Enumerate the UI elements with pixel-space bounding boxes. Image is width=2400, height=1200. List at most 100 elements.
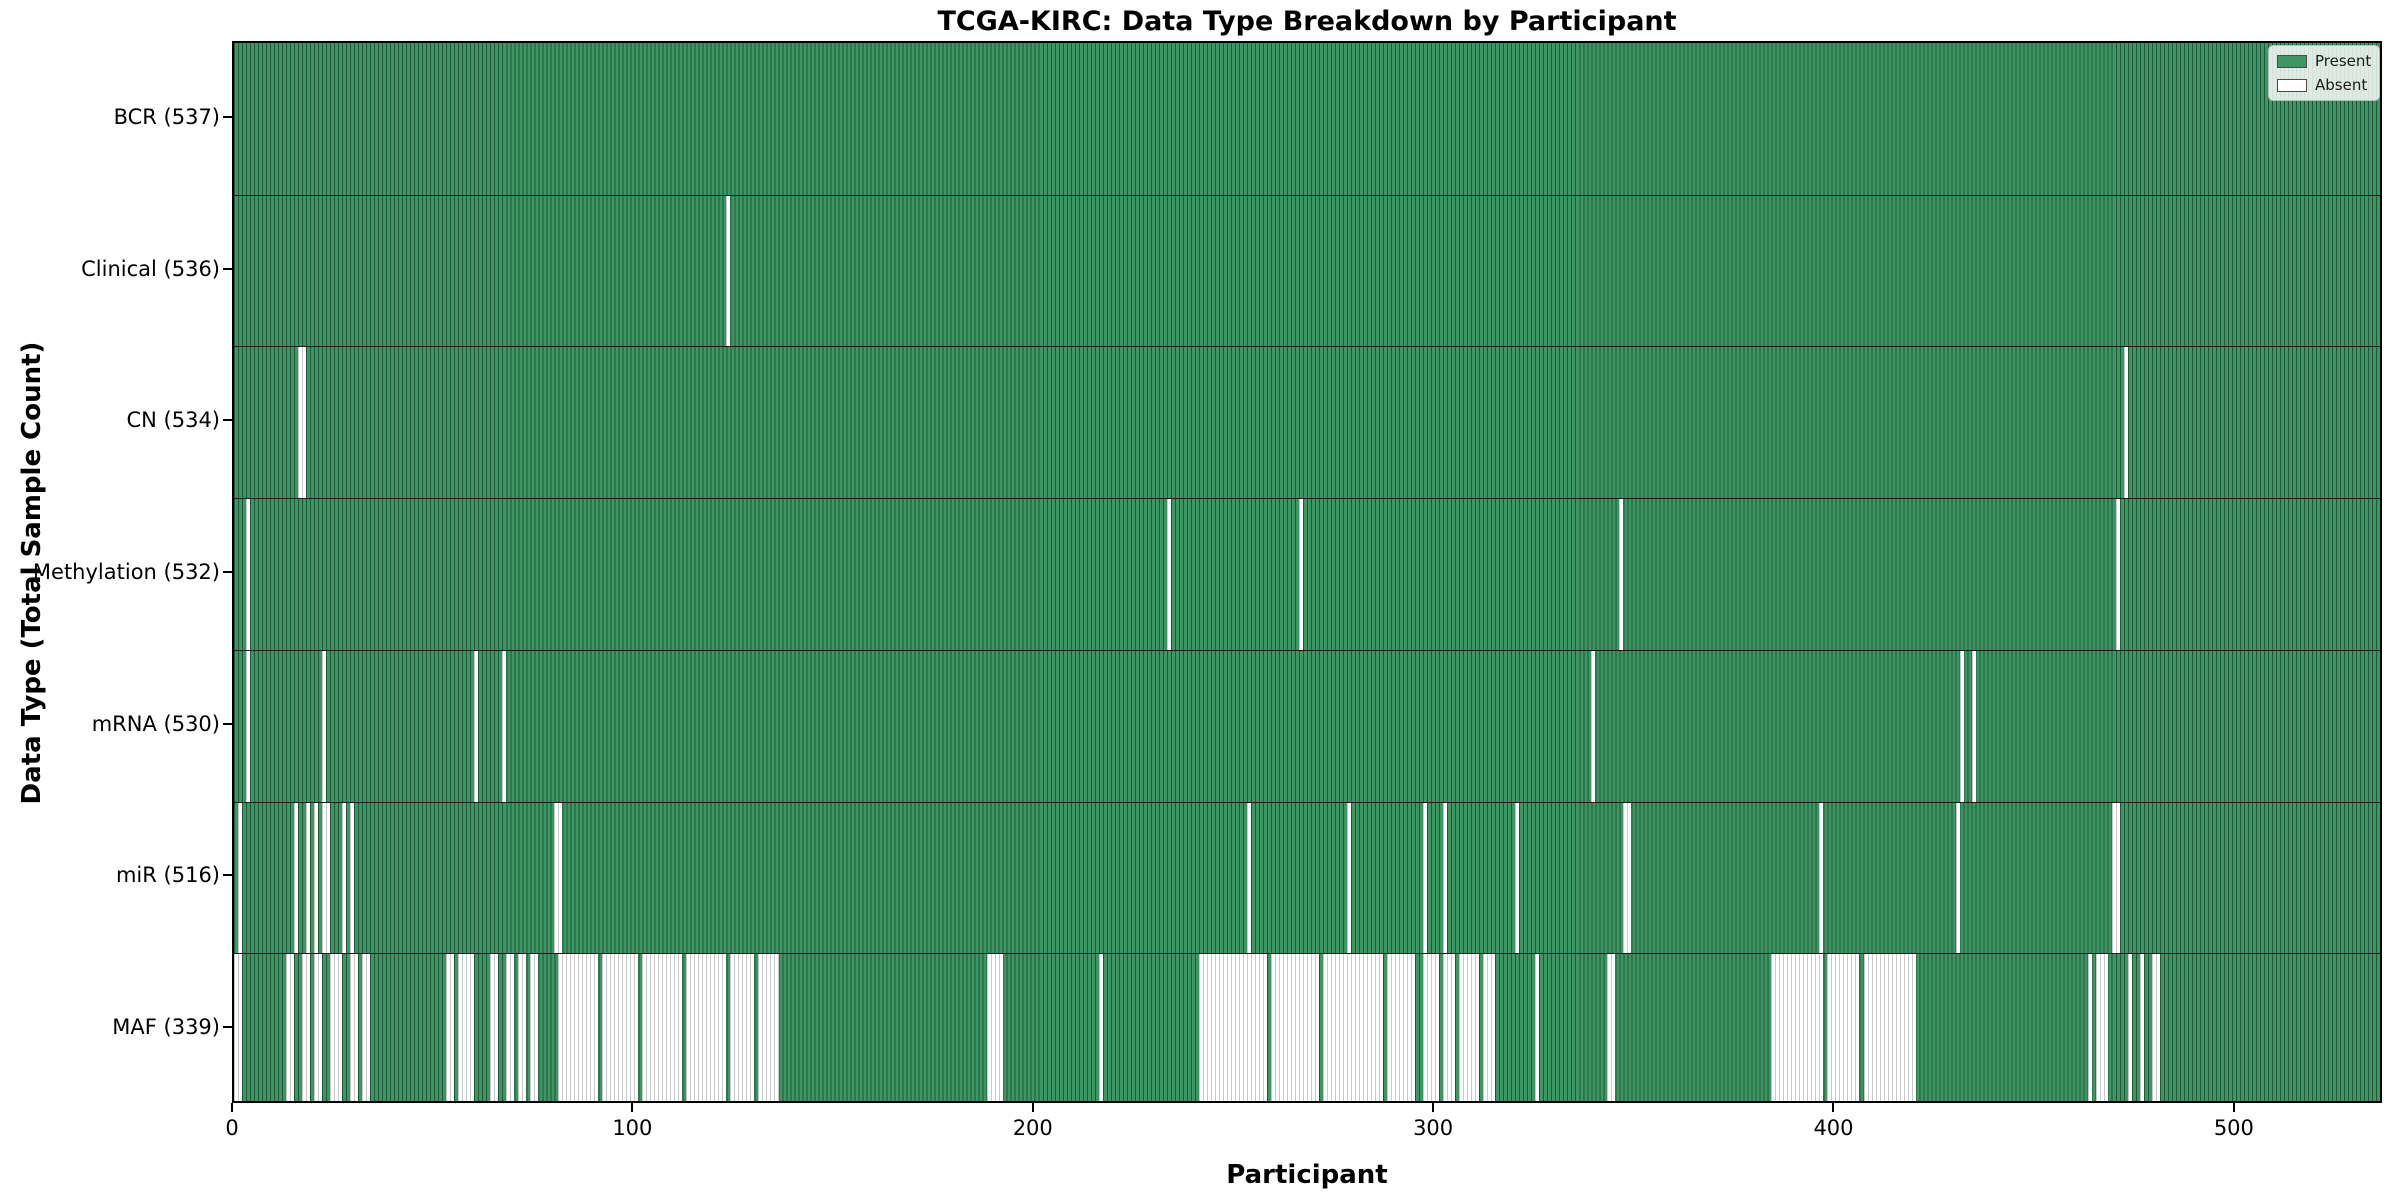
absent-stripe: [986, 953, 1003, 1101]
absent-stripe: [322, 801, 331, 954]
x-tick-mark: [231, 1103, 233, 1112]
y-tick-label-maf: MAF (339): [112, 1015, 220, 1040]
absent-stripe: [1971, 649, 1976, 802]
absent-stripe: [2111, 801, 2120, 954]
absent-stripe: [362, 953, 371, 1101]
absent-stripe: [1347, 801, 1352, 954]
absent-stripe: [1198, 953, 1267, 1101]
absent-stripe: [726, 194, 731, 347]
absent-stripe: [558, 953, 599, 1101]
x-tick-label-200: 200: [1012, 1116, 1053, 1140]
y-tick-label-methylation: Methylation (532): [32, 560, 220, 584]
row-separator: [234, 649, 2380, 651]
row-band-mir: [234, 801, 2380, 954]
row-separator: [234, 194, 2380, 196]
absent-stripe: [1423, 953, 1440, 1101]
y-tick-mark: [223, 267, 232, 270]
x-tick-mark: [1432, 1103, 1435, 1112]
absent-stripe: [1535, 953, 1540, 1101]
x-tick-mark: [631, 1103, 634, 1112]
chart-title: TCGA-KIRC: Data Type Breakdown by Partic…: [937, 6, 1677, 37]
x-axis-label: Participant: [1226, 1160, 1388, 1190]
x-tick-label-100: 100: [612, 1116, 653, 1140]
absent-stripe: [1955, 801, 1960, 954]
x-tick-mark: [1031, 1103, 1034, 1112]
absent-stripe: [530, 953, 539, 1101]
y-tick-mark: [223, 722, 232, 725]
absent-stripe: [1459, 953, 1480, 1101]
row-band-cn: [234, 346, 2380, 499]
absent-stripe: [758, 953, 779, 1101]
present-swatch-icon: [2277, 54, 2307, 68]
absent-stripe: [1443, 953, 1456, 1101]
absent-stripe: [1591, 649, 1596, 802]
y-tick-label-mir: miR (516): [115, 863, 220, 888]
row-separator: [234, 346, 2380, 348]
absent-stripe: [1515, 801, 1520, 954]
absent-stripe: [1246, 801, 1251, 954]
y-tick-mark: [223, 1026, 232, 1029]
y-tick-mark: [223, 419, 232, 422]
absent-stripe: [1827, 953, 1860, 1101]
absent-stripe: [1423, 801, 1428, 954]
absent-stripe: [350, 953, 359, 1101]
row-band-methylation: [234, 498, 2380, 650]
absent-stripe: [1771, 953, 1824, 1101]
absent-stripe: [1607, 953, 1616, 1101]
absent-stripe: [322, 649, 327, 802]
absent-stripe: [458, 953, 475, 1101]
x-tick-label-0: 0: [225, 1116, 239, 1140]
y-tick-mark: [223, 571, 232, 573]
absent-stripe: [506, 953, 515, 1101]
absent-stripe: [2087, 953, 2092, 1101]
y-tick-mark: [223, 874, 232, 877]
absent-stripe: [2139, 953, 2144, 1101]
absent-stripe: [246, 498, 250, 650]
absent-stripe: [1863, 953, 1916, 1101]
absent-stripe: [350, 801, 355, 954]
x-tick-mark: [1832, 1103, 1835, 1112]
y-tick-mark: [223, 115, 232, 118]
y-tick-label-clinical: Clinical (536): [81, 256, 220, 281]
row-separator: [234, 953, 2380, 955]
absent-stripe: [1819, 801, 1824, 954]
absent-stripe: [234, 953, 242, 1101]
legend-entry-absent: Absent: [2277, 76, 2370, 94]
absent-stripe: [2151, 953, 2160, 1101]
absent-stripe: [246, 649, 250, 802]
legend-label-absent: Absent: [2315, 76, 2368, 94]
absent-stripe: [298, 346, 307, 499]
absent-stripe: [286, 953, 295, 1101]
absent-stripe: [306, 801, 311, 954]
absent-stripe: [502, 649, 507, 802]
absent-stripe: [642, 953, 683, 1101]
row-band-bcr: [234, 43, 2380, 195]
plot-area: [232, 41, 2382, 1103]
absent-stripe: [1323, 953, 1384, 1101]
absent-stripe: [686, 953, 727, 1101]
row-separator: [234, 498, 2380, 500]
absent-stripe: [314, 801, 319, 954]
absent-stripe: [1443, 801, 1448, 954]
absent-swatch-icon: [2277, 78, 2307, 92]
absent-stripe: [2115, 498, 2120, 650]
legend-entry-present: Present: [2277, 52, 2371, 70]
absent-stripe: [1098, 953, 1103, 1101]
legend: Present Absent: [2268, 45, 2380, 101]
absent-stripe: [342, 801, 347, 954]
absent-stripe: [302, 953, 311, 1101]
absent-stripe: [2127, 953, 2132, 1101]
row-separator: [234, 801, 2380, 803]
absent-stripe: [446, 953, 455, 1101]
absent-stripe: [1623, 801, 1632, 954]
absent-stripe: [730, 953, 755, 1101]
x-tick-mark: [2232, 1103, 2235, 1112]
absent-stripe: [1483, 953, 1496, 1101]
absent-stripe: [1166, 498, 1171, 650]
absent-stripe: [238, 801, 242, 954]
absent-stripe: [554, 801, 563, 954]
absent-stripe: [1387, 953, 1416, 1101]
absent-stripe: [294, 801, 299, 954]
absent-stripe: [330, 953, 343, 1101]
